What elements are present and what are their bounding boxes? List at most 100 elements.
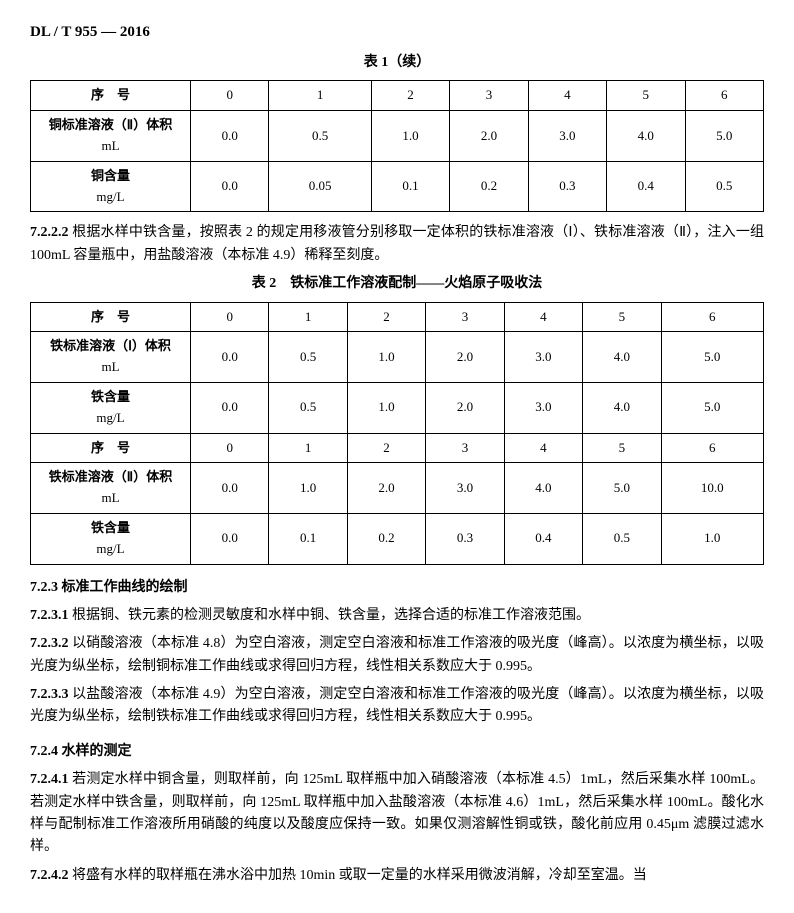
section-title-text: 标准工作曲线的绘制 <box>62 580 188 595</box>
para-number: 7.2.3.2 <box>30 636 69 651</box>
row-header-label: 铁含量 <box>91 520 130 535</box>
cell: 6 <box>661 302 763 332</box>
cell: 0.0 <box>191 161 269 212</box>
cell: 5.0 <box>661 382 763 433</box>
cell: 3.0 <box>426 463 504 514</box>
cell: 0.2 <box>347 513 425 564</box>
cell: 0 <box>191 302 269 332</box>
cell: 2.0 <box>347 463 425 514</box>
section-number: 7.2.3 <box>30 580 58 595</box>
cell: 4 <box>528 81 606 111</box>
cell: 0.5 <box>685 161 763 212</box>
cell: 3.0 <box>528 111 606 162</box>
cell: 0.2 <box>450 161 528 212</box>
cell: 5 <box>607 81 685 111</box>
cell: 2.0 <box>426 382 504 433</box>
cell: 0.5 <box>269 382 347 433</box>
cell: 4.0 <box>607 111 685 162</box>
cell: 0.1 <box>269 513 347 564</box>
cell: 0.3 <box>426 513 504 564</box>
para-text: 根据水样中铁含量，按照表 2 的规定用移液管分别移取一定体积的铁标准溶液（Ⅰ）、… <box>30 225 764 262</box>
table-row: 铁含量 mg/L 0.0 0.5 1.0 2.0 3.0 4.0 5.0 <box>31 382 764 433</box>
row-header-cell: 序 号 <box>31 302 191 332</box>
table-row: 序 号 0 1 2 3 4 5 6 <box>31 81 764 111</box>
section-number: 7.2.4 <box>30 744 58 759</box>
row-header-cell: 铁含量 mg/L <box>31 513 191 564</box>
cell: 5 <box>583 302 661 332</box>
table-row: 铁标准溶液（Ⅱ）体积 mL 0.0 1.0 2.0 3.0 4.0 5.0 10… <box>31 463 764 514</box>
cell: 1.0 <box>347 332 425 383</box>
cell: 0.0 <box>191 332 269 383</box>
table-row: 序 号 0 1 2 3 4 5 6 <box>31 302 764 332</box>
row-header-label: 铁标准溶液（Ⅰ）体积 <box>50 338 171 353</box>
table1: 序 号 0 1 2 3 4 5 6 铜标准溶液（Ⅱ）体积 mL 0.0 0.5 … <box>30 80 764 212</box>
row-header-label: 铜含量 <box>91 168 130 183</box>
section-title-text: 水样的测定 <box>62 744 132 759</box>
para-text: 以硝酸溶液（本标准 4.8）为空白溶液，测定空白溶液和标准工作溶液的吸光度（峰高… <box>30 636 764 673</box>
row-header-cell: 铜标准溶液（Ⅱ）体积 mL <box>31 111 191 162</box>
cell: 1.0 <box>661 513 763 564</box>
cell: 5.0 <box>583 463 661 514</box>
cell: 3 <box>450 81 528 111</box>
paragraph: 7.2.3.3 以盐酸溶液（本标准 4.9）为空白溶液，测定空白溶液和标准工作溶… <box>30 684 764 729</box>
cell: 0.0 <box>191 463 269 514</box>
row-header-unit: mg/L <box>33 187 188 208</box>
table1-caption: 表 1（续） <box>30 52 764 74</box>
cell: 6 <box>685 81 763 111</box>
row-header-unit: mg/L <box>33 408 188 429</box>
table-row: 序 号 0 1 2 3 4 5 6 <box>31 433 764 463</box>
cell: 4.0 <box>504 463 582 514</box>
row-header-cell: 序 号 <box>31 433 191 463</box>
cell: 4.0 <box>583 332 661 383</box>
paragraph: 7.2.4.1 若测定水样中铜含量，则取样前，向 125mL 取样瓶中加入硝酸溶… <box>30 769 764 859</box>
row-header-unit: mL <box>33 357 188 378</box>
cell: 2 <box>347 433 425 463</box>
cell: 0.4 <box>607 161 685 212</box>
cell: 1.0 <box>347 382 425 433</box>
cell: 4 <box>504 433 582 463</box>
paragraph: 7.2.3.1 根据铜、铁元素的检测灵敏度和水样中铜、铁含量，选择合适的标准工作… <box>30 605 764 627</box>
standard-code: DL / T 955 — 2016 <box>30 20 764 44</box>
cell: 3 <box>426 433 504 463</box>
para-text: 将盛有水样的取样瓶在沸水浴中加热 10min 或取一定量的水样采用微波消解，冷却… <box>72 868 647 883</box>
cell: 0.5 <box>269 332 347 383</box>
cell: 5.0 <box>685 111 763 162</box>
cell: 0.5 <box>583 513 661 564</box>
cell: 0.5 <box>269 111 371 162</box>
cell: 1.0 <box>269 463 347 514</box>
cell: 0.05 <box>269 161 371 212</box>
cell: 2.0 <box>426 332 504 383</box>
row-header-cell: 铁含量 mg/L <box>31 382 191 433</box>
paragraph: 7.2.4.2 将盛有水样的取样瓶在沸水浴中加热 10min 或取一定量的水样采… <box>30 865 764 887</box>
row-header-cell: 铜含量 mg/L <box>31 161 191 212</box>
para-text: 根据铜、铁元素的检测灵敏度和水样中铜、铁含量，选择合适的标准工作溶液范围。 <box>72 608 590 623</box>
para-number: 7.2.4.1 <box>30 772 69 787</box>
para-text: 以盐酸溶液（本标准 4.9）为空白溶液，测定空白溶液和标准工作溶液的吸光度（峰高… <box>30 687 764 724</box>
cell: 2 <box>347 302 425 332</box>
cell: 5.0 <box>661 332 763 383</box>
table-row: 铜标准溶液（Ⅱ）体积 mL 0.0 0.5 1.0 2.0 3.0 4.0 5.… <box>31 111 764 162</box>
table2: 序 号 0 1 2 3 4 5 6 铁标准溶液（Ⅰ）体积 mL 0.0 0.5 … <box>30 302 764 565</box>
cell: 0 <box>191 433 269 463</box>
row-header-cell: 铁标准溶液（Ⅱ）体积 mL <box>31 463 191 514</box>
cell: 5 <box>583 433 661 463</box>
para-number: 7.2.3.3 <box>30 687 69 702</box>
cell: 2.0 <box>450 111 528 162</box>
cell: 4 <box>504 302 582 332</box>
cell: 0 <box>191 81 269 111</box>
paragraph: 7.2.3.2 以硝酸溶液（本标准 4.8）为空白溶液，测定空白溶液和标准工作溶… <box>30 633 764 678</box>
row-header-unit: mL <box>33 136 188 157</box>
cell: 2 <box>371 81 449 111</box>
row-header-label: 铁标准溶液（Ⅱ）体积 <box>49 469 172 484</box>
row-header-unit: mL <box>33 488 188 509</box>
table2-caption: 表 2 铁标准工作溶液配制——火焰原子吸收法 <box>30 273 764 295</box>
para-number: 7.2.4.2 <box>30 868 69 883</box>
section-heading: 7.2.3 标准工作曲线的绘制 <box>30 577 764 599</box>
paragraph: 7.2.2.2 根据水样中铁含量，按照表 2 的规定用移液管分别移取一定体积的铁… <box>30 222 764 267</box>
row-header-cell: 铁标准溶液（Ⅰ）体积 mL <box>31 332 191 383</box>
cell: 6 <box>661 433 763 463</box>
table-row: 铜含量 mg/L 0.0 0.05 0.1 0.2 0.3 0.4 0.5 <box>31 161 764 212</box>
cell: 3.0 <box>504 332 582 383</box>
para-text: 若测定水样中铜含量，则取样前，向 125mL 取样瓶中加入硝酸溶液（本标准 4.… <box>30 772 764 854</box>
cell: 0.0 <box>191 513 269 564</box>
